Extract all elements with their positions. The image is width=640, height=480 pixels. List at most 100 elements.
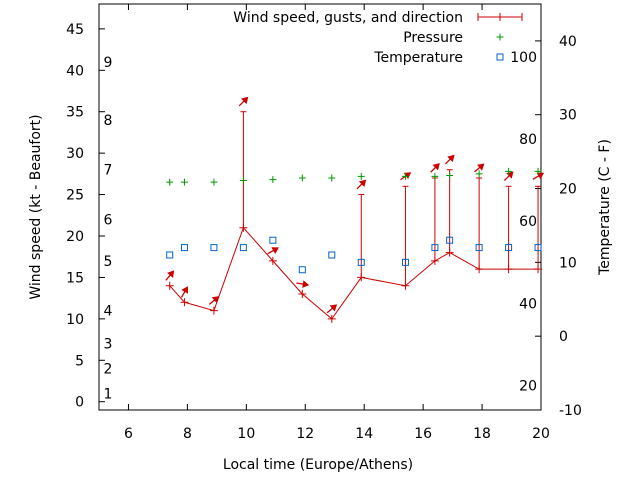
legend-pressure-label: Pressure: [403, 30, 463, 46]
temperature-point: [269, 236, 277, 244]
beaufort-label: 4: [104, 304, 113, 320]
series-layer: [165, 96, 545, 323]
wind-speed-point: [239, 223, 248, 232]
beaufort-label: 7: [104, 163, 113, 179]
wind-speed-point: [209, 306, 218, 315]
pressure-point: [534, 167, 542, 175]
wind-direction-arrowhead: [240, 96, 249, 105]
wind-direction-arrowhead: [167, 270, 175, 278]
x-tick-label: 20: [532, 426, 550, 442]
y2-tick-label: 10: [559, 255, 577, 271]
axes-layer: 6 8 10 12 14 16 18 20051015202530354045-1001020…: [66, 4, 582, 442]
y-tick-label: 15: [66, 270, 84, 286]
pressure-point: [180, 178, 188, 186]
pressure-point: [475, 170, 483, 178]
beaufort-label: 6: [104, 212, 113, 228]
pressure-point: [166, 178, 174, 186]
temperature-point: [210, 244, 218, 252]
y2-tick-label: -10: [559, 403, 582, 419]
wind-direction-arrowhead: [477, 163, 485, 171]
legend: Wind speed, gusts, and direction Pressure…: [233, 10, 523, 66]
wind-direction-arrowhead: [432, 163, 440, 171]
beaufort-label: 2: [104, 362, 113, 378]
beaufort-label: 3: [104, 337, 113, 353]
temperature-point: [239, 244, 247, 252]
beaufort-label: 9: [104, 55, 113, 71]
pressure-point: [239, 176, 247, 184]
x-tick-label: 12: [296, 426, 314, 442]
beaufort-label: 8: [104, 113, 113, 129]
wind-speed-point: [430, 256, 439, 265]
wind-speed-point: [445, 248, 454, 257]
plot-frame: [98, 3, 542, 411]
x-tick-label: 14: [355, 426, 373, 442]
x-tick-label: 6: [124, 426, 133, 442]
pressure-point: [446, 172, 454, 180]
y2-tick-label: 20: [559, 182, 577, 198]
temperature-point: [505, 244, 513, 252]
y-tick-label: 0: [75, 395, 84, 411]
legend-temperature-marker: [496, 53, 504, 61]
wind-direction-arrowhead: [271, 247, 279, 254]
y-tick-label: 5: [75, 353, 84, 369]
x-tick-label: 8: [183, 426, 192, 442]
wind-speed-point: [268, 256, 277, 265]
wind-speed-point: [401, 281, 410, 290]
y2-axis-label: Temperature (C - F): [597, 139, 613, 276]
temperature-point: [298, 266, 306, 274]
pressure-point: [328, 174, 336, 182]
wind-speed-point: [327, 314, 336, 323]
x-tick-label: 10: [237, 426, 255, 442]
wind-direction-arrowhead: [536, 172, 545, 180]
fahrenheit-label: 80: [519, 132, 537, 148]
fahrenheit-label: 40: [519, 297, 537, 313]
temperature-point: [534, 244, 542, 252]
temperature-point: [431, 244, 439, 252]
beaufort-label: 1: [104, 386, 113, 402]
pressure-point: [269, 176, 277, 184]
x-tick-label: 16: [414, 426, 432, 442]
pressure-point: [505, 167, 513, 175]
wind-speed-point: [504, 265, 513, 274]
y-tick-label: 10: [66, 312, 84, 328]
pressure-point: [357, 172, 365, 180]
wind-speed-point: [534, 265, 543, 274]
legend-pressure-marker: [496, 33, 504, 41]
y-tick-label: 20: [66, 229, 84, 245]
wind-speed-point: [180, 298, 189, 307]
y-axis-label: Wind speed (kt - Beaufort): [28, 114, 44, 299]
wind-speed-point: [475, 265, 484, 274]
temperature-point: [166, 251, 174, 259]
pressure-point: [298, 174, 306, 182]
y-tick-label: 25: [66, 188, 84, 204]
temperature-point: [401, 258, 409, 266]
pressure-point: [210, 178, 218, 186]
temperature-point: [475, 244, 483, 252]
wind-speed-point: [165, 281, 174, 290]
wind-direction-arrowhead: [358, 179, 367, 187]
x-tick-label: 18: [473, 426, 491, 442]
wind-direction-arrowhead: [211, 296, 220, 304]
wind-direction-arrowhead: [181, 286, 189, 294]
wind-speed-point: [298, 290, 307, 298]
temperature-point: [328, 251, 336, 259]
beaufort-label: 5: [104, 254, 113, 270]
wind-direction-arrowhead: [302, 280, 310, 288]
wind-direction-arrowhead: [447, 154, 455, 163]
y-tick-label: 30: [66, 146, 84, 162]
pressure-point: [401, 172, 409, 180]
y-tick-label: 45: [66, 22, 84, 38]
temperature-point: [357, 258, 365, 266]
temperature-point: [446, 236, 454, 244]
y2-tick-label: 30: [559, 108, 577, 124]
wind-direction-arrowhead: [403, 172, 412, 180]
pressure-point: [431, 172, 439, 180]
legend-wind-label: Wind speed, gusts, and direction: [233, 10, 463, 26]
legend-wind-marker: [496, 13, 504, 21]
temperature-point: [180, 244, 188, 252]
fahrenheit-label: 60: [519, 214, 537, 230]
y-tick-label: 40: [66, 63, 84, 79]
fahrenheit-label: 20: [519, 379, 537, 395]
wind-speed-line: [169, 226, 539, 320]
